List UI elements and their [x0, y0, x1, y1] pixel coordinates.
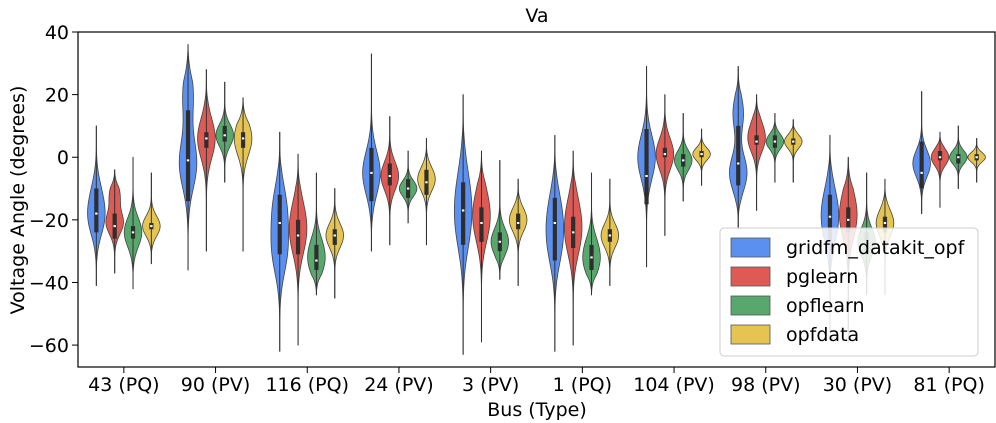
violin-median-dot	[792, 140, 795, 143]
x-tick-label: 24 (PV)	[364, 374, 434, 396]
x-axis-label: Bus (Type)	[487, 399, 586, 421]
legend-swatch	[730, 324, 771, 345]
x-tick-label: 3 (PV)	[462, 374, 519, 396]
violin-median-dot	[883, 221, 887, 224]
y-tick-label: −60	[29, 335, 69, 357]
x-tick-label: 98 (PV)	[731, 374, 801, 396]
x-tick-label: 116 (PQ)	[265, 374, 349, 396]
violin-median-dot	[975, 156, 978, 159]
violin-median-dot	[461, 209, 465, 212]
violin-median-dot	[608, 234, 612, 237]
legend-swatch	[730, 237, 771, 258]
x-tick-label: 81 (PQ)	[913, 374, 984, 396]
violin-median-dot	[205, 137, 208, 140]
violin-median-dot	[737, 162, 740, 165]
violin-median-dot	[957, 156, 960, 159]
violin-median-dot	[223, 134, 226, 137]
x-tick-label: 90 (PV)	[181, 374, 251, 396]
x-tick-label: 30 (PV)	[823, 374, 893, 396]
y-axis-label: Voltage Angle (degrees)	[7, 86, 29, 315]
violin-median-dot	[553, 221, 557, 224]
legend-label: opflearn	[786, 295, 865, 317]
violin-median-dot	[333, 234, 336, 237]
violin-median-dot	[498, 240, 502, 243]
violin-median-dot	[847, 218, 850, 221]
y-tick-label: 40	[45, 22, 69, 44]
legend-label: opfdata	[786, 324, 859, 346]
y-tick-label: −20	[29, 210, 69, 232]
violin-median-dot	[773, 140, 777, 143]
violin-median-dot	[150, 225, 153, 228]
violin-median-dot	[388, 175, 391, 178]
violin-median-dot	[95, 212, 98, 215]
y-tick-label: −40	[29, 272, 69, 294]
legend-label: gridfm_datakit_opf	[786, 237, 966, 259]
x-tick-label: 43 (PQ)	[88, 374, 159, 396]
chart-title: Va	[525, 5, 548, 27]
x-tick-layer: 43 (PQ) 90 (PV) 116 (PQ) 24 (PV) 3 (PV) 1 (PQ…	[88, 367, 985, 396]
plot-frame	[77, 31, 996, 368]
violin-layer	[87, 44, 986, 355]
violin-median-dot	[682, 159, 685, 162]
y-tick-label: 20	[45, 85, 69, 107]
violin-median-dot	[516, 221, 520, 224]
legend-label: pglearn	[786, 266, 858, 288]
violin-median-dot	[370, 171, 373, 174]
violin-median-dot	[113, 225, 116, 228]
violin-median-dot	[425, 181, 428, 184]
violin-median-dot	[590, 256, 593, 259]
violin-median-dot	[571, 231, 575, 234]
y-tick-label: 0	[57, 147, 69, 169]
violin-median-dot	[186, 159, 190, 162]
violin-median-dot	[645, 175, 648, 178]
violin-median-dot	[755, 140, 758, 143]
legend-swatch	[730, 266, 771, 287]
violin-median-dot	[315, 259, 318, 262]
violin-median-dot	[480, 221, 483, 224]
y-tick-layer: 40 20 0 −20 −40 −60	[29, 22, 78, 357]
x-tick-label: 1 (PQ)	[553, 374, 612, 396]
violin-median-dot	[828, 215, 832, 218]
violin-median-dot	[663, 153, 667, 156]
legend-swatch	[730, 295, 771, 316]
x-tick-label: 104 (PV)	[633, 374, 715, 396]
violin-median-dot	[241, 137, 245, 140]
violin-median-dot	[278, 221, 281, 224]
violin-median-dot	[131, 231, 135, 234]
violin-median-dot	[920, 171, 923, 174]
legend-frame	[719, 227, 979, 357]
violin-median-dot	[296, 234, 300, 237]
violin-median-dot	[938, 156, 942, 159]
violin-median-dot	[406, 187, 410, 190]
violin-median-dot	[700, 153, 703, 156]
